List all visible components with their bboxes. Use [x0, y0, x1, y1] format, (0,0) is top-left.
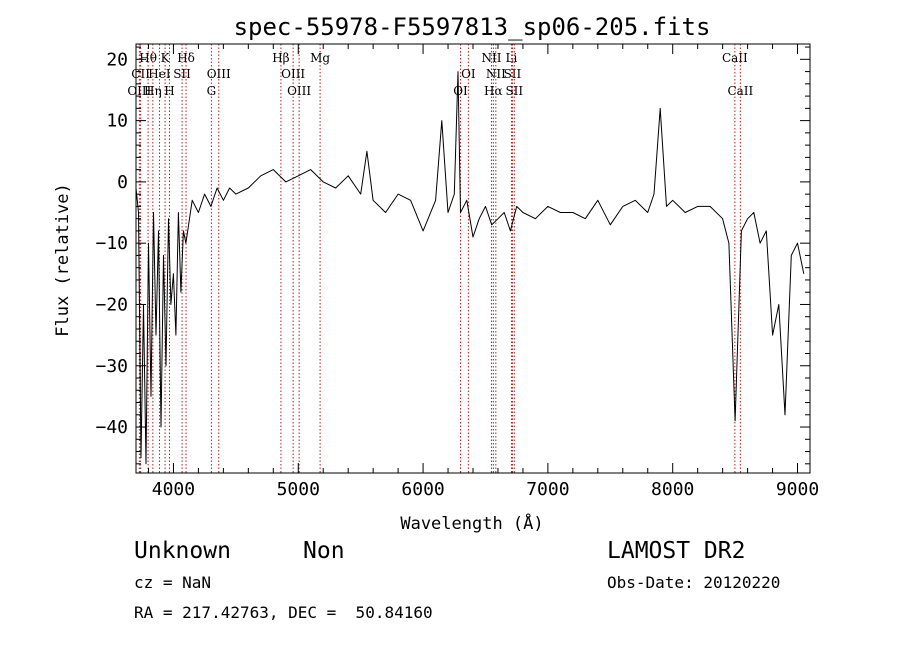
y-tick-label: 0 [117, 172, 128, 193]
spectral-line-label: OIII [127, 84, 151, 98]
spectral-line-label: SII [504, 67, 522, 81]
spectral-line-label: NII [486, 67, 506, 81]
spectral-line-label: Hα [484, 84, 503, 98]
spectral-line-label: Hθ [139, 51, 157, 65]
obs-date: Obs-Date: 20120220 [607, 573, 781, 592]
y-tick-label: 20 [106, 49, 128, 70]
y-tick-label: −10 [95, 233, 128, 254]
x-tick-label: 9000 [776, 479, 819, 500]
spectral-line-label: OI [453, 84, 468, 98]
spectral-line-label: SII [505, 84, 523, 98]
spectral-line-label: Hδ [177, 51, 195, 65]
spectral-line-label: CaII [727, 84, 753, 98]
x-tick-label: 7000 [526, 479, 569, 500]
spectral-line-label: HeI [148, 67, 171, 81]
object-class: Unknown [134, 538, 231, 564]
spectral-line-label: OIII [207, 67, 231, 81]
spectral-line-label: Hβ [272, 51, 289, 65]
spectral-line-label: NII [481, 51, 501, 65]
flux-series [135, 71, 805, 465]
axes: 4000 5000 6000 7000 8000 9000 −40 −30 −20 −10 0 10 2… [95, 43, 819, 500]
y-tick-label: −40 [95, 417, 128, 438]
object-subclass: Non [303, 538, 345, 564]
x-tick-label: 4000 [152, 479, 195, 500]
spectral-line-label: OIII [287, 84, 311, 98]
spectral-line-label: Mg [310, 51, 330, 65]
spectral-line-label: G [207, 84, 217, 98]
x-tick-label: 5000 [277, 479, 320, 500]
spectral-line-label: H [164, 84, 174, 98]
spectral-line-label: Hη [144, 84, 162, 98]
y-axis-label: Flux (relative) [53, 183, 73, 337]
x-tick-label: 8000 [651, 479, 694, 500]
spectral-lines: HθOIIICIIHeIHηKHSIIHδOIIIGHβOIIIOIIIMgOI… [127, 44, 754, 473]
chart-title: spec-55978-F5597813_sp06-205.fits [234, 13, 711, 41]
survey-name: LAMOST DR2 [607, 538, 746, 564]
spectral-line-label: OI [461, 67, 476, 81]
flux-line [135, 71, 805, 465]
y-tick-label: −20 [95, 294, 128, 315]
spectral-line-label: CaII [722, 51, 748, 65]
y-tick-label: 10 [106, 111, 128, 132]
spectral-line-label: K [161, 51, 171, 65]
coordinates: RA = 217.42763, DEC = 50.84160 [134, 603, 433, 622]
x-tick-label: 6000 [401, 479, 444, 500]
x-axis-label: Wavelength (Å) [400, 512, 543, 534]
plot-frame [135, 43, 811, 474]
redshift-cz: cz = NaN [134, 573, 212, 592]
spectral-line-label: OIII [281, 67, 305, 81]
spectral-line-label: SII [173, 67, 191, 81]
y-tick-label: −30 [95, 356, 128, 377]
spectral-line-label: Li [506, 51, 518, 65]
